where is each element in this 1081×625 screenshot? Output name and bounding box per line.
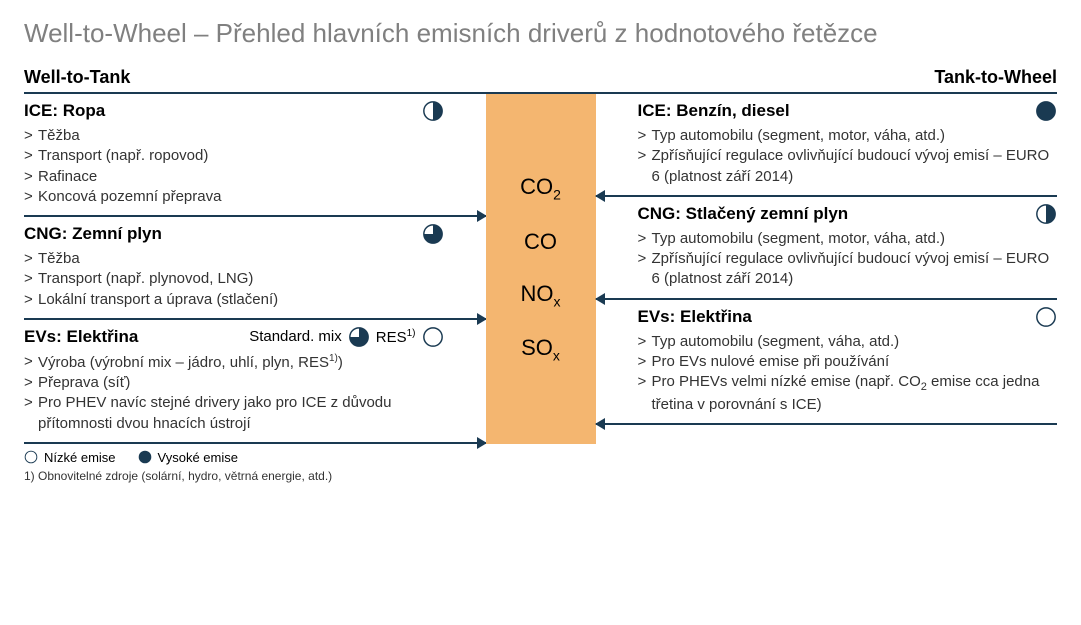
column-headers: Well-to-Tank Tank-to-Wheel <box>24 67 1057 94</box>
header-right: Tank-to-Wheel <box>934 67 1057 88</box>
bullet-item: Zpřísňující regulace ovlivňující budoucí… <box>638 146 1058 187</box>
pie-icon <box>422 326 444 348</box>
bullet-list: TěžbaTransport (např. ropovod)RafinaceKo… <box>24 126 444 207</box>
bullet-list: Typ automobilu (segment, motor, váha, at… <box>638 126 1058 187</box>
bullet-item: Transport (např. plynovod, LNG) <box>24 269 444 289</box>
bullet-item: Výroba (výrobní mix – jádro, uhlí, plyn,… <box>24 352 444 373</box>
block-title-row: ICE: Ropa <box>24 100 444 122</box>
badges <box>422 100 444 122</box>
block-title: ICE: Benzín, diesel <box>638 101 790 121</box>
block-title: ICE: Ropa <box>24 101 105 121</box>
page-title: Well-to-Wheel – Přehled hlavních emisníc… <box>24 18 1057 49</box>
header-left: Well-to-Tank <box>24 67 130 88</box>
bullet-item: Rafinace <box>24 167 444 187</box>
legend-low-label: Nízké emise <box>44 450 116 465</box>
bullet-list: Typ automobilu (segment, motor, váha, at… <box>638 229 1058 290</box>
badges <box>1035 203 1057 225</box>
right-column: ICE: Benzín, diesel Typ automobilu (segme… <box>596 94 1058 444</box>
block: CNG: Stlačený zemní plyn Typ automobilu (… <box>596 197 1058 298</box>
pie-icon <box>1035 203 1057 225</box>
bullet-item: Typ automobilu (segment, motor, váha, at… <box>638 229 1058 249</box>
bullet-item: Lokální transport a úprava (stlačení) <box>24 290 444 310</box>
bullet-item: Typ automobilu (segment, motor, váha, at… <box>638 126 1058 146</box>
divider-arrow <box>24 442 486 444</box>
bullet-item: Pro PHEVs velmi nízké emise (např. CO2 e… <box>638 372 1058 415</box>
diagram: ICE: RopaTěžbaTransport (např. ropovod)R… <box>24 94 1057 444</box>
block: ICE: Benzín, diesel Typ automobilu (segme… <box>596 94 1058 195</box>
block-title: EVs: Elektřina <box>638 307 752 327</box>
block-title: EVs: Elektřina <box>24 327 138 347</box>
badge-label: Standard. mix <box>249 328 342 345</box>
gas-label: SOx <box>521 335 560 363</box>
center-column: CO2 CO NOx SOx <box>486 94 596 444</box>
bullet-item: Koncová pozemní přeprava <box>24 187 444 207</box>
bullet-item: Pro PHEV navíc stejné drivery jako pro I… <box>24 393 444 434</box>
badge-label: RES1) <box>376 328 416 346</box>
pie-icon <box>422 223 444 245</box>
block-title-row: EVs: Elektřina <box>638 306 1058 328</box>
pie-icon <box>138 450 152 464</box>
block: ICE: Ropa TěžbaTransport (např. ropovod)R… <box>24 94 486 215</box>
badges: Standard. mix RES1) <box>243 326 443 348</box>
legend-high: Vysoké emise <box>138 450 238 465</box>
pie-icon <box>1035 306 1057 328</box>
legend-low: Nízké emise <box>24 450 116 465</box>
badges <box>422 223 444 245</box>
gas-label: NOx <box>521 281 561 309</box>
bullet-list: TěžbaTransport (např. plynovod, LNG)Loká… <box>24 249 444 310</box>
pie-icon <box>348 326 370 348</box>
block-title-row: EVs: Elektřina Standard. mix RES1) <box>24 326 444 348</box>
legend-high-label: Vysoké emise <box>158 450 238 465</box>
bullet-item: Pro EVs nulové emise při používání <box>638 352 1058 372</box>
bullet-item: Transport (např. ropovod) <box>24 146 444 166</box>
badges <box>1035 306 1057 328</box>
block: EVs: Elektřina Typ automobilu (segment, v… <box>596 300 1058 424</box>
bullet-item: Typ automobilu (segment, váha, atd.) <box>638 332 1058 352</box>
divider-arrow <box>596 423 1058 425</box>
block: CNG: Zemní plyn TěžbaTransport (např. ply… <box>24 217 486 318</box>
bullet-item: Zpřísňující regulace ovlivňující budoucí… <box>638 249 1058 290</box>
block-title-row: CNG: Stlačený zemní plyn <box>638 203 1058 225</box>
block-title: CNG: Stlačený zemní plyn <box>638 204 849 224</box>
pie-icon <box>24 450 38 464</box>
block-title-row: ICE: Benzín, diesel <box>638 100 1058 122</box>
block-title-row: CNG: Zemní plyn <box>24 223 444 245</box>
gas-label: CO2 <box>520 174 561 202</box>
pie-icon <box>1035 100 1057 122</box>
left-column: ICE: RopaTěžbaTransport (např. ropovod)R… <box>24 94 486 444</box>
bullet-item: Těžba <box>24 249 444 269</box>
footnote: 1) Obnovitelné zdroje (solární, hydro, v… <box>24 469 1057 483</box>
bullet-item: Těžba <box>24 126 444 146</box>
bullet-item: Přeprava (síť) <box>24 373 444 393</box>
badges <box>1035 100 1057 122</box>
block: EVs: Elektřina Standard. mix RES1) Výroba (… <box>24 320 486 442</box>
block-title: CNG: Zemní plyn <box>24 224 162 244</box>
bullet-list: Výroba (výrobní mix – jádro, uhlí, plyn,… <box>24 352 444 434</box>
gas-label: CO <box>524 229 557 255</box>
pie-icon <box>422 100 444 122</box>
bullet-list: Typ automobilu (segment, váha, atd.)Pro … <box>638 332 1058 416</box>
legend: Nízké emise Vysoké emise <box>24 450 1057 465</box>
